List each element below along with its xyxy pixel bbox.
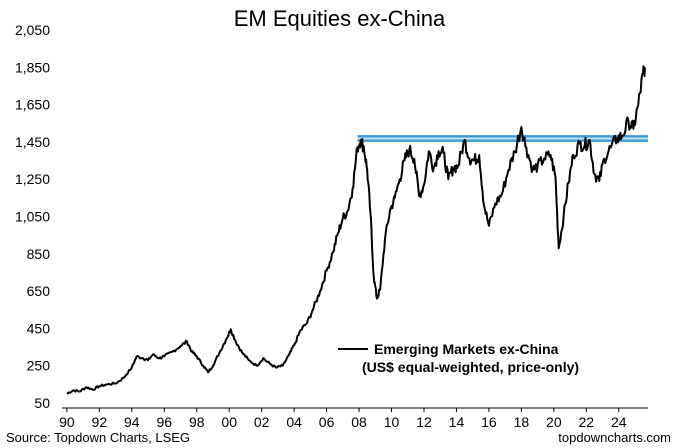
x-axis: 90 92 94 96 98 00 02 04 06 08 10 12 14 16 18 20 22 24: [59, 407, 648, 430]
x-tick-label: 02: [254, 414, 270, 430]
x-tick-label: 94: [124, 414, 140, 430]
x-tick-label: 14: [449, 414, 465, 430]
x-tick-label: 22: [579, 414, 595, 430]
y-tick-label: 1,250: [15, 171, 50, 187]
legend-label-line2: (US$ equal-weighted, price-only): [362, 359, 580, 375]
x-tick-label: 10: [384, 414, 400, 430]
x-tick-label: 16: [481, 414, 497, 430]
x-tick-label: 00: [221, 414, 237, 430]
x-tick-label: 90: [59, 414, 75, 430]
y-tick-label: 1,450: [15, 134, 50, 150]
legend-entry: Emerging Markets ex-China: [338, 340, 579, 358]
legend-label-line1: Emerging Markets ex-China: [374, 341, 559, 357]
chart-title: EM Equities ex-China: [233, 6, 446, 31]
y-tick-label: 650: [27, 283, 51, 299]
x-tick-label: 24: [611, 414, 627, 430]
x-tick-label: 04: [286, 414, 302, 430]
y-tick-label: 1,650: [15, 97, 50, 113]
y-tick-label: 250: [27, 358, 51, 374]
x-tick-label: 96: [156, 414, 172, 430]
legend: Emerging Markets ex-China (US$ equal-wei…: [338, 340, 579, 376]
resistance-bands: [357, 135, 648, 142]
y-tick-label: 1,850: [15, 59, 50, 75]
y-tick-label: 450: [27, 320, 51, 336]
x-tick-label: 92: [92, 414, 108, 430]
legend-swatch: [338, 348, 368, 351]
brand-url: topdowncharts.com: [558, 430, 671, 445]
y-axis: 50 250 450 650 850 1,050 1,250 1,450 1,650 1,850 2…: [15, 22, 50, 411]
x-tick-label: 98: [189, 414, 205, 430]
y-tick-label: 850: [27, 246, 51, 262]
source-note: Source: Topdown Charts, LSEG: [6, 430, 191, 445]
y-tick-label: 2,050: [15, 22, 50, 38]
x-tick-label: 08: [351, 414, 367, 430]
y-tick-label: 1,050: [15, 209, 50, 225]
x-tick-label: 20: [546, 414, 562, 430]
x-tick-label: 06: [319, 414, 335, 430]
series-line-em-ex-china: [66, 65, 646, 395]
x-tick-label: 18: [514, 414, 530, 430]
series-group: [66, 65, 646, 395]
x-tick-label: 12: [416, 414, 432, 430]
y-tick-label: 50: [34, 395, 50, 411]
